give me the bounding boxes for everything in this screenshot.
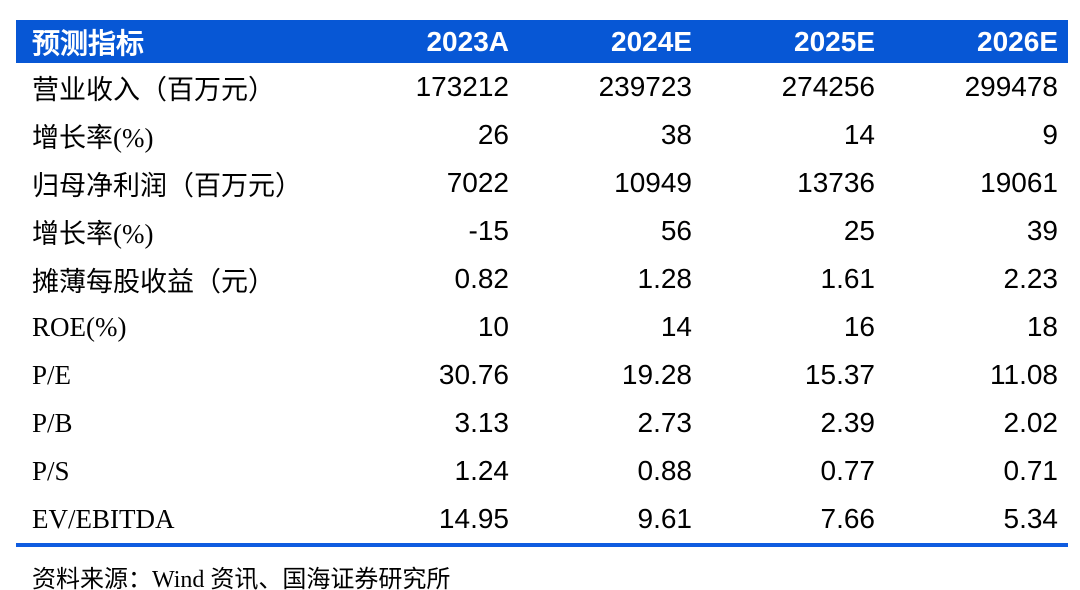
metric-value: 1.61 <box>820 263 876 294</box>
table-header-row: 预测指标 2023A 2024E 2025E 2026E <box>16 20 1068 63</box>
metric-value: 9 <box>1042 119 1058 150</box>
metric-label: P/S <box>32 455 70 486</box>
table-row: P/E 30.76 19.28 15.37 11.08 <box>16 351 1068 399</box>
metric-value: 19.28 <box>621 359 692 390</box>
metric-value: 10 <box>477 311 509 342</box>
metric-label: P/E <box>32 359 72 390</box>
metric-label: 摊薄每股收益（元） <box>32 266 275 297</box>
metric-value: 10949 <box>614 167 692 198</box>
metric-value: 9.61 <box>637 503 693 534</box>
metric-value: 19061 <box>980 167 1058 198</box>
table-row: ROE(%) 10 14 16 18 <box>16 303 1068 351</box>
metric-value: 2.23 <box>1003 263 1059 294</box>
metric-value: 1.24 <box>454 455 510 486</box>
metric-value: 14.95 <box>438 503 509 534</box>
metric-value: 13736 <box>797 167 875 198</box>
metric-value: -15 <box>468 215 509 246</box>
metric-label: 归母净利润（百万元） <box>32 170 302 201</box>
metric-value: 56 <box>660 215 692 246</box>
metric-value: 0.88 <box>637 455 693 486</box>
column-header-2024e: 2024E <box>519 20 702 63</box>
column-header-2026e: 2026E <box>885 20 1068 63</box>
metric-label: ROE(%) <box>32 311 127 342</box>
table-row: 摊薄每股收益（元） 0.82 1.28 1.61 2.23 <box>16 255 1068 303</box>
metric-value: 299478 <box>964 71 1058 102</box>
table-row: P/B 3.13 2.73 2.39 2.02 <box>16 399 1068 447</box>
source-note: 资料来源：Wind 资讯、国海证券研究所 <box>32 567 451 590</box>
metric-value: 0.77 <box>820 455 876 486</box>
table-row: EV/EBITDA 14.95 9.61 7.66 5.34 <box>16 495 1068 545</box>
forecast-table: 预测指标 2023A 2024E 2025E 2026E 营业收入（百万元） 1… <box>16 20 1068 547</box>
metric-value: 274256 <box>781 71 875 102</box>
metric-value: 18 <box>1026 311 1058 342</box>
table-row: 营业收入（百万元） 173212 239723 274256 299478 <box>16 63 1068 111</box>
metric-value: 25 <box>843 215 875 246</box>
metric-value: 11.08 <box>990 359 1058 390</box>
metric-value: 39 <box>1026 215 1058 246</box>
table-row: 归母净利润（百万元） 7022 10949 13736 19061 <box>16 159 1068 207</box>
metric-value: 14 <box>660 311 692 342</box>
column-header-2023a: 2023A <box>336 20 519 63</box>
metric-value: 3.13 <box>454 407 510 438</box>
metric-value: 15.37 <box>804 359 875 390</box>
metric-value: 7022 <box>446 167 509 198</box>
metric-label: EV/EBITDA <box>32 503 175 534</box>
metric-value: 5.34 <box>1003 503 1059 534</box>
column-header-2025e: 2025E <box>702 20 885 63</box>
metric-value: 2.73 <box>637 407 693 438</box>
metric-value: 38 <box>660 119 692 150</box>
table-row: 增长率(%) 26 38 14 9 <box>16 111 1068 159</box>
metric-value: 239723 <box>598 71 692 102</box>
metric-value: 1.28 <box>637 263 693 294</box>
metric-value: 26 <box>477 119 509 150</box>
metric-value: 0.71 <box>1003 455 1059 486</box>
metric-value: 14 <box>843 119 875 150</box>
metric-value: 30.76 <box>438 359 509 390</box>
metric-label: 营业收入（百万元） <box>32 74 275 105</box>
metric-value: 7.66 <box>820 503 876 534</box>
metric-value: 16 <box>843 311 875 342</box>
column-header-metric: 预测指标 <box>16 20 336 63</box>
metric-label: 增长率(%) <box>32 218 154 249</box>
metric-value: 173212 <box>415 71 509 102</box>
metric-label: 增长率(%) <box>32 122 154 153</box>
metric-value: 2.02 <box>1003 407 1059 438</box>
table-row: P/S 1.24 0.88 0.77 0.71 <box>16 447 1068 495</box>
metric-value: 2.39 <box>820 407 876 438</box>
metric-label: P/B <box>32 407 73 438</box>
table-row: 增长率(%) -15 56 25 39 <box>16 207 1068 255</box>
metric-value: 0.82 <box>454 263 510 294</box>
